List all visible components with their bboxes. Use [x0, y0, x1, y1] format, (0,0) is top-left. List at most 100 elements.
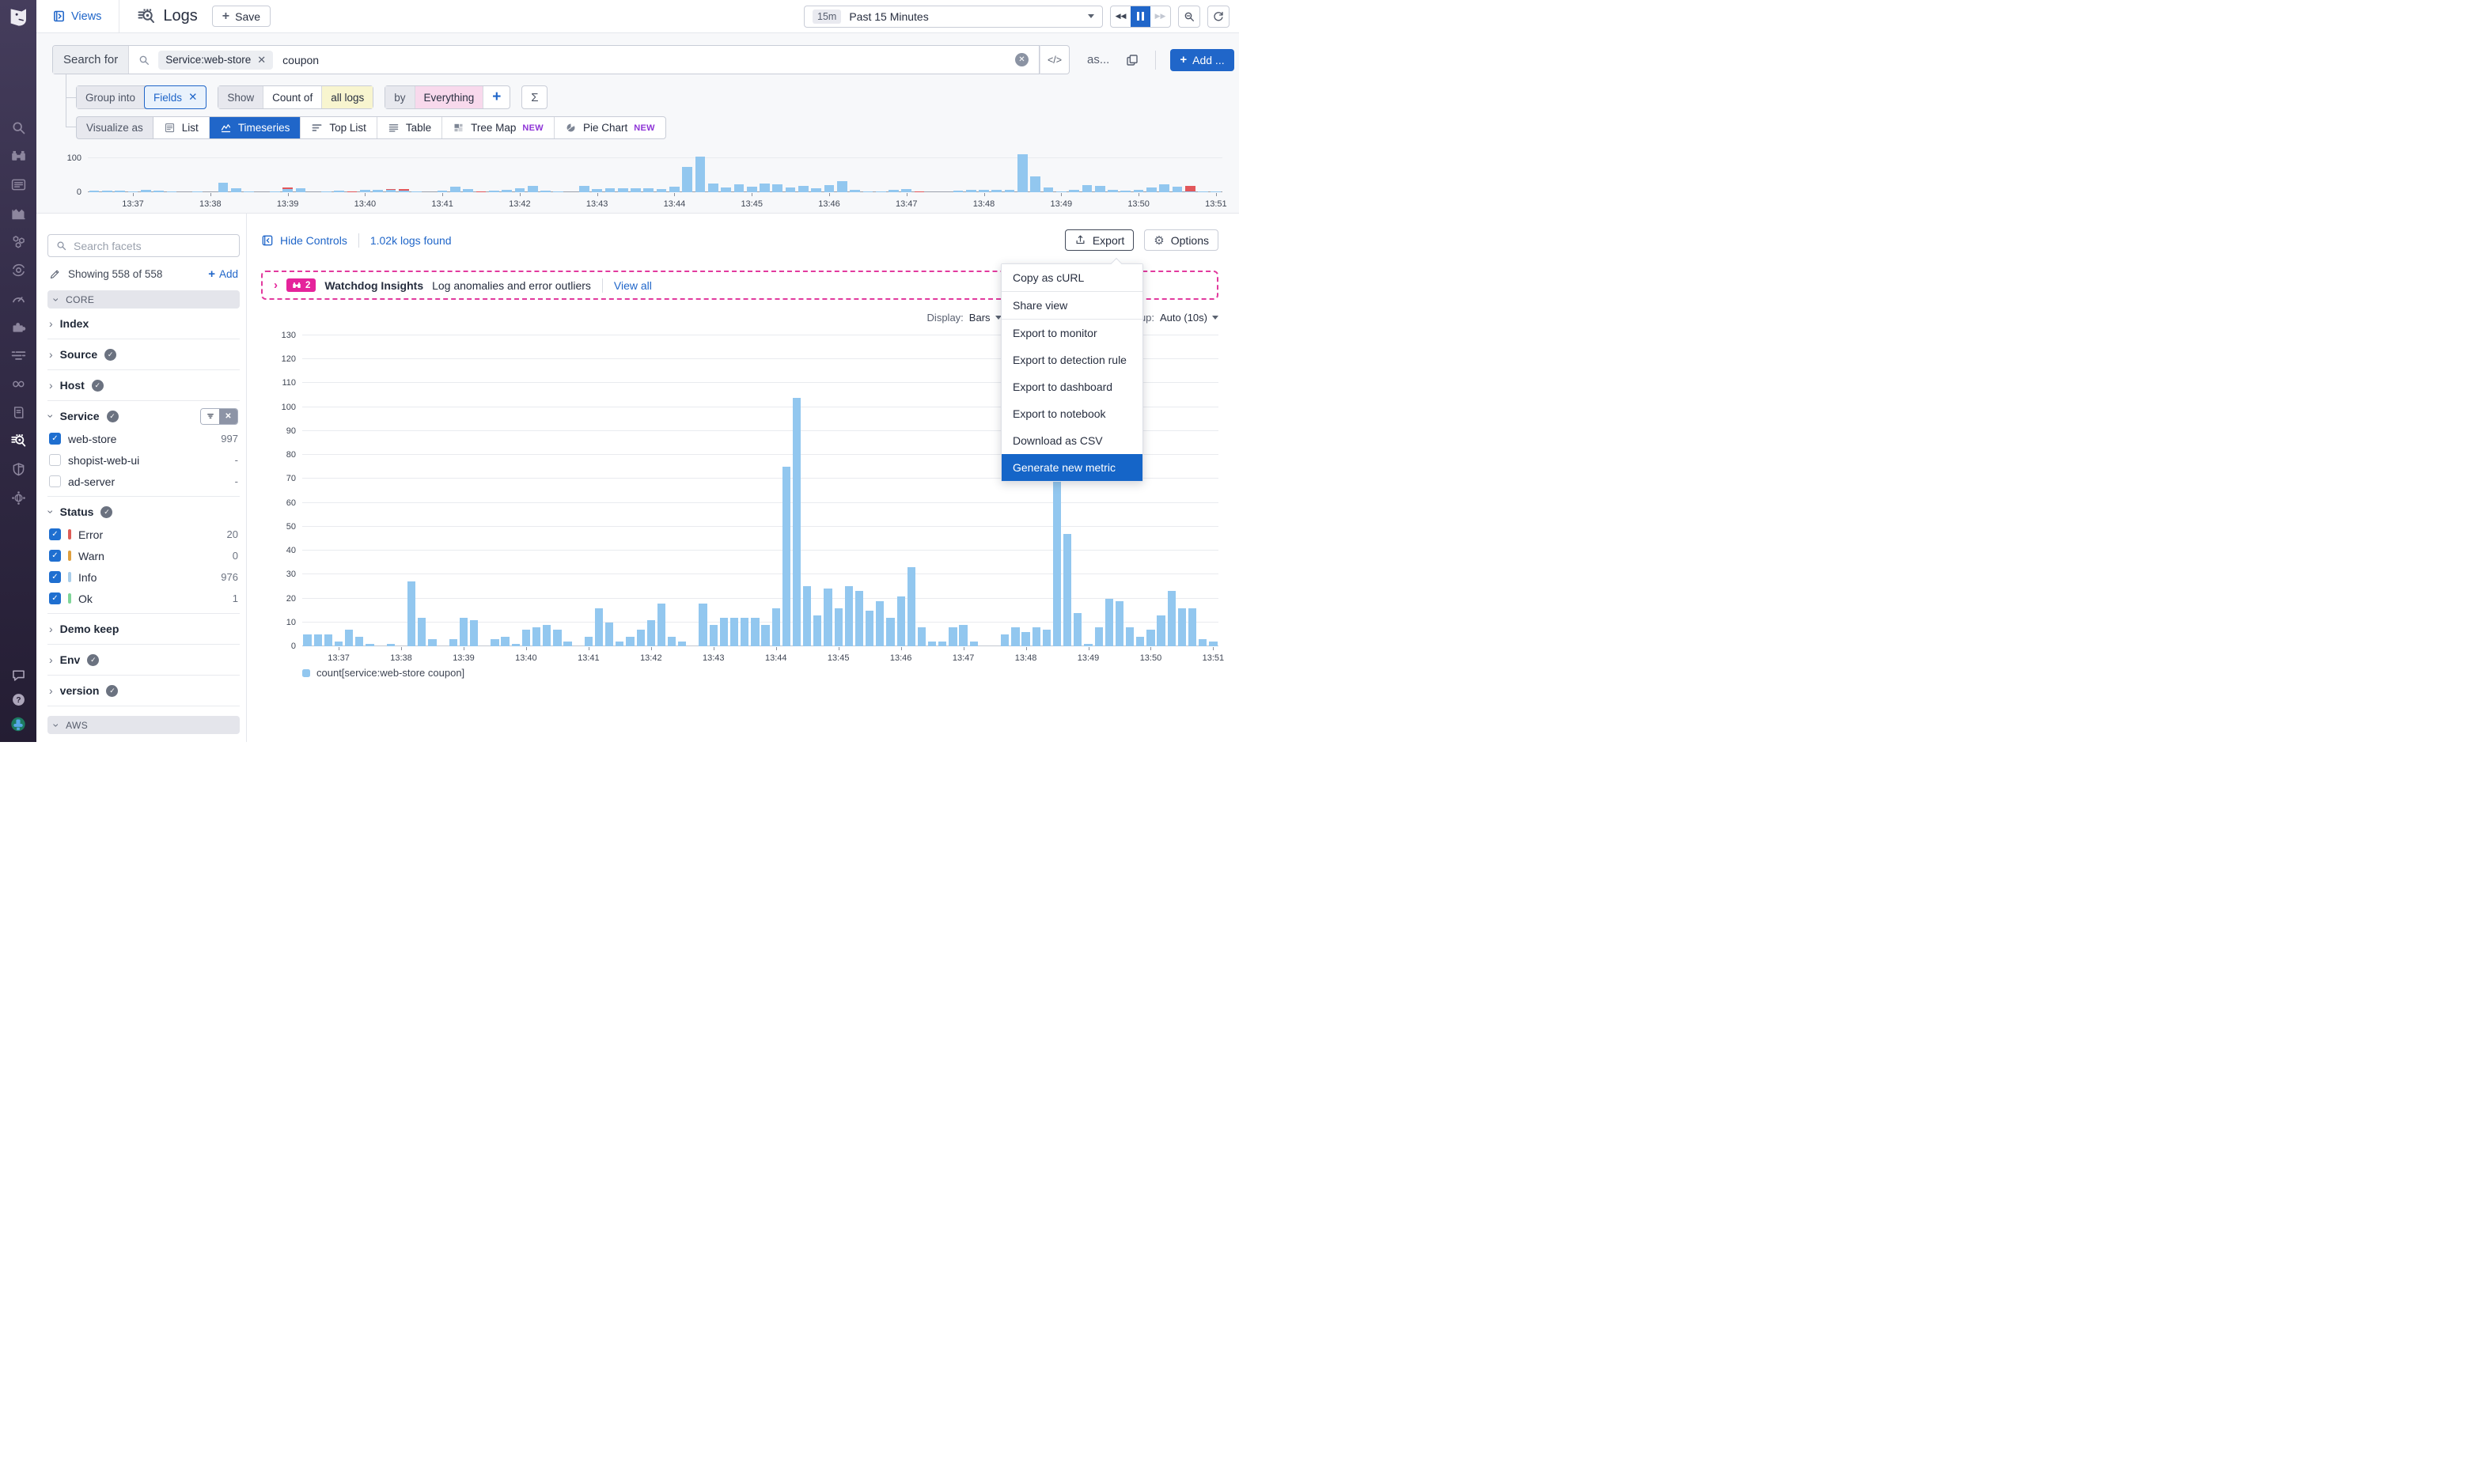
security-shield-nav-icon[interactable] — [9, 460, 27, 478]
facet-value-shopist-web-ui[interactable]: shopist-web-ui - — [49, 452, 238, 468]
datadog-logo[interactable] — [0, 0, 36, 35]
menu-item-download-as-csv[interactable]: Download as CSV — [1002, 427, 1142, 454]
facet-value-ad-server[interactable]: ad-server - — [49, 474, 238, 489]
facet-value-info[interactable]: ✓ Info 976 — [49, 570, 238, 585]
viz-tab-top-list[interactable]: Top List — [301, 117, 377, 138]
chart-bar — [553, 191, 564, 192]
pencil-icon[interactable] — [49, 268, 61, 280]
checkbox[interactable] — [49, 475, 61, 487]
add-facet-button[interactable]: + Add — [208, 267, 238, 281]
logs-found-link[interactable]: 1.02k logs found — [369, 233, 452, 247]
remove-chip-icon[interactable]: ✕ — [257, 53, 267, 66]
rollup-selector[interactable]: Auto (10s) — [1160, 312, 1218, 324]
facet-value-web-store[interactable]: ✓ web-store 997 — [49, 431, 238, 446]
gauge-nav-icon[interactable] — [9, 290, 27, 307]
chart-bar — [345, 629, 354, 646]
ci-nav-icon[interactable] — [9, 375, 27, 392]
facet-value-ok[interactable]: ✓ Ok 1 — [49, 591, 238, 606]
menu-item-export-to-notebook[interactable]: Export to notebook — [1002, 400, 1142, 427]
checkbox[interactable]: ✓ — [49, 528, 61, 540]
search-query-text[interactable]: coupon — [282, 53, 320, 66]
options-button[interactable]: ⚙ Options — [1144, 229, 1218, 251]
add-button[interactable]: + Add ... — [1170, 48, 1234, 71]
copy-icon[interactable] — [1125, 53, 1139, 67]
checkbox[interactable] — [49, 454, 61, 466]
logs-nav-icon[interactable] — [9, 432, 27, 449]
facet-version[interactable]: › version ✓ — [49, 683, 238, 698]
chat-bubble-icon[interactable] — [9, 666, 27, 683]
facet-service[interactable]: › Service ✓ ✕ — [44, 407, 238, 425]
facet-demo-keep[interactable]: › Demo keep — [49, 623, 119, 635]
facet-group-header-core[interactable]: › CORE — [47, 290, 240, 309]
checkbox[interactable]: ✓ — [49, 592, 61, 604]
pipelines-nav-icon[interactable] — [9, 346, 27, 364]
count-of-selector[interactable]: Count of — [263, 86, 323, 108]
viz-tab-table[interactable]: Table — [377, 117, 443, 138]
filter-icon[interactable] — [201, 408, 219, 424]
overview-timeseries-chart[interactable]: 0 100 13:37 13:38 13:39 13:40 13:41 13:42 13:43 1… — [67, 153, 1227, 209]
main-timeseries-chart[interactable]: 0 10 20 30 40 50 60 70 80 90 100 110 120 130 13:37 13:3… — [282, 331, 1225, 663]
menu-item-generate-new-metric[interactable]: Generate new metric — [1002, 454, 1142, 481]
viz-tab-tree-map[interactable]: Tree Map NEW — [442, 117, 555, 138]
menu-item-export-to-monitor[interactable]: Export to monitor — [1002, 320, 1142, 346]
viz-tab-timeseries[interactable]: Timeseries — [209, 117, 301, 138]
x-axis-label: 13:48 — [972, 199, 995, 209]
add-group-icon[interactable]: + — [492, 89, 502, 105]
search-nav-icon[interactable] — [9, 119, 27, 136]
search-facets-input[interactable]: Search facets — [47, 234, 240, 257]
expand-chevron-icon[interactable]: › — [274, 278, 278, 292]
clear-filter-icon[interactable]: ✕ — [219, 408, 237, 424]
export-button[interactable]: Export — [1064, 229, 1135, 251]
infrastructure-nav-icon[interactable] — [9, 233, 27, 250]
chart-legend[interactable]: count[service:web-store coupon] — [302, 667, 1218, 679]
views-button[interactable]: Views — [52, 9, 101, 23]
facet-value-error[interactable]: ✓ Error 20 — [49, 527, 238, 542]
everything-selector[interactable]: Everything — [415, 86, 484, 108]
facet-group-header-aws[interactable]: › AWS — [47, 716, 240, 734]
time-range-picker[interactable]: 15m Past 15 Minutes — [804, 5, 1103, 28]
facet-value-warn[interactable]: ✓ Warn 0 — [49, 548, 238, 563]
pause-live-button[interactable] — [1131, 6, 1150, 27]
view-all-link[interactable]: View all — [613, 278, 652, 292]
metrics-nav-icon[interactable] — [9, 204, 27, 221]
menu-item-export-to-detection-rule[interactable]: Export to detection rule — [1002, 346, 1142, 373]
rewind-button[interactable]: ◀◀ — [1115, 12, 1127, 20]
facet-env[interactable]: › Env ✓ — [49, 652, 238, 668]
remove-fields-icon[interactable]: ✕ — [188, 91, 198, 103]
menu-item-export-to-dashboard[interactable]: Export to dashboard — [1002, 373, 1142, 400]
filter-chip-service[interactable]: Service:web-store ✕ — [158, 50, 274, 70]
facet-source[interactable]: › Source ✓ — [49, 346, 238, 362]
chevron-down-icon — [1088, 14, 1094, 18]
checkbox[interactable]: ✓ — [49, 433, 61, 445]
refresh-button[interactable] — [1207, 5, 1230, 28]
code-view-button[interactable]: </> — [1040, 45, 1070, 74]
menu-item-copy-as-curl[interactable]: Copy as cURL — [1002, 264, 1142, 291]
avatar-icon[interactable] — [9, 715, 27, 733]
zoom-out-button[interactable] — [1178, 5, 1200, 28]
checkbox[interactable]: ✓ — [49, 550, 61, 562]
watchdog-binoculars-nav-icon[interactable] — [9, 147, 27, 165]
search-bar[interactable]: Search for Service:web-store ✕ coupon ✕ — [52, 45, 1040, 74]
aggregate-sigma-button[interactable]: Σ — [521, 85, 548, 109]
save-button[interactable]: + Save — [211, 6, 271, 27]
clear-search-icon[interactable]: ✕ — [1015, 53, 1029, 66]
display-selector[interactable]: Bars — [969, 312, 1002, 324]
notebook-nav-icon[interactable] — [9, 403, 27, 421]
facet-index[interactable]: › Index — [49, 317, 89, 330]
facet-host[interactable]: › Host ✓ — [49, 377, 238, 393]
facet-status[interactable]: › Status ✓ — [44, 504, 238, 520]
fast-forward-button[interactable]: ▶▶ — [1154, 12, 1166, 20]
menu-item-share-view[interactable]: Share view — [1002, 292, 1142, 319]
save-as-link[interactable]: as... — [1087, 53, 1110, 66]
all-logs-selector[interactable]: all logs — [322, 86, 373, 108]
group-by-fields-selector[interactable]: Fields ✕ — [144, 85, 207, 109]
apm-nav-icon[interactable] — [9, 261, 27, 278]
viz-tab-pie-chart[interactable]: Pie Chart NEW — [555, 117, 665, 138]
help-icon[interactable]: ? — [9, 691, 27, 708]
viz-tab-list[interactable]: List — [153, 117, 210, 138]
hide-controls-button[interactable]: Hide Controls — [261, 234, 347, 247]
dashboards-nav-icon[interactable] — [9, 176, 27, 193]
network-globe-nav-icon[interactable] — [9, 489, 27, 506]
integrations-nav-icon[interactable] — [9, 318, 27, 335]
checkbox[interactable]: ✓ — [49, 571, 61, 583]
